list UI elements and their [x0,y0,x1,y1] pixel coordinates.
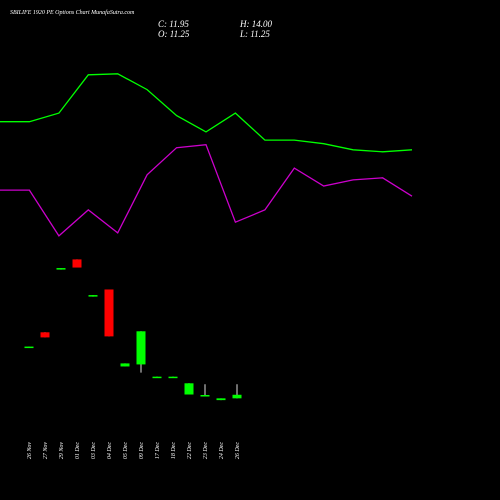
candle-body [88,295,98,297]
candle-body [104,289,114,337]
x-tick-label: 01 Dec [75,442,81,459]
info-high: H: 14.00 [239,19,272,29]
info-low: L: 11.25 [239,29,270,39]
x-tick-label: 27 Nov [43,442,49,460]
indicator-line [0,144,413,237]
candle-body [72,259,82,268]
x-tick-label: 17 Dec [155,442,161,459]
candle-body [56,268,66,270]
info-close: C: 11.95 [158,19,189,29]
candle-body [200,395,210,397]
x-tick-label: 09 Dec [139,442,145,459]
indicator-line [0,73,413,153]
x-tick-label: 24 Dec [218,442,225,459]
candle-body [136,331,146,365]
chart-title-site: Sutra.com [110,10,135,16]
candle-body [232,394,242,399]
x-tick-label: 18 Dec [171,442,177,459]
candle-body [40,332,50,338]
candle-body [120,363,130,367]
x-tick-label: 23 Dec [203,442,209,459]
chart-title: SBILIFE 1920 PE Options Chart Munafa [10,9,110,16]
x-tick-label: 03 Dec [91,442,97,459]
x-tick-label: 04 Dec [106,442,113,459]
candle-body [168,376,178,379]
candle-body [216,398,226,401]
x-tick-label: 29 Nov [59,442,65,460]
x-tick-label: 26 Nov [27,442,33,460]
candle-body [24,346,34,349]
x-tick-label: 26 Dec [235,442,241,459]
candle-body [152,376,162,379]
info-open: O: 11.25 [158,29,190,39]
candle-body [184,383,194,395]
x-tick-label: 22 Dec [187,442,193,459]
x-tick-label: 05 Dec [123,442,129,459]
